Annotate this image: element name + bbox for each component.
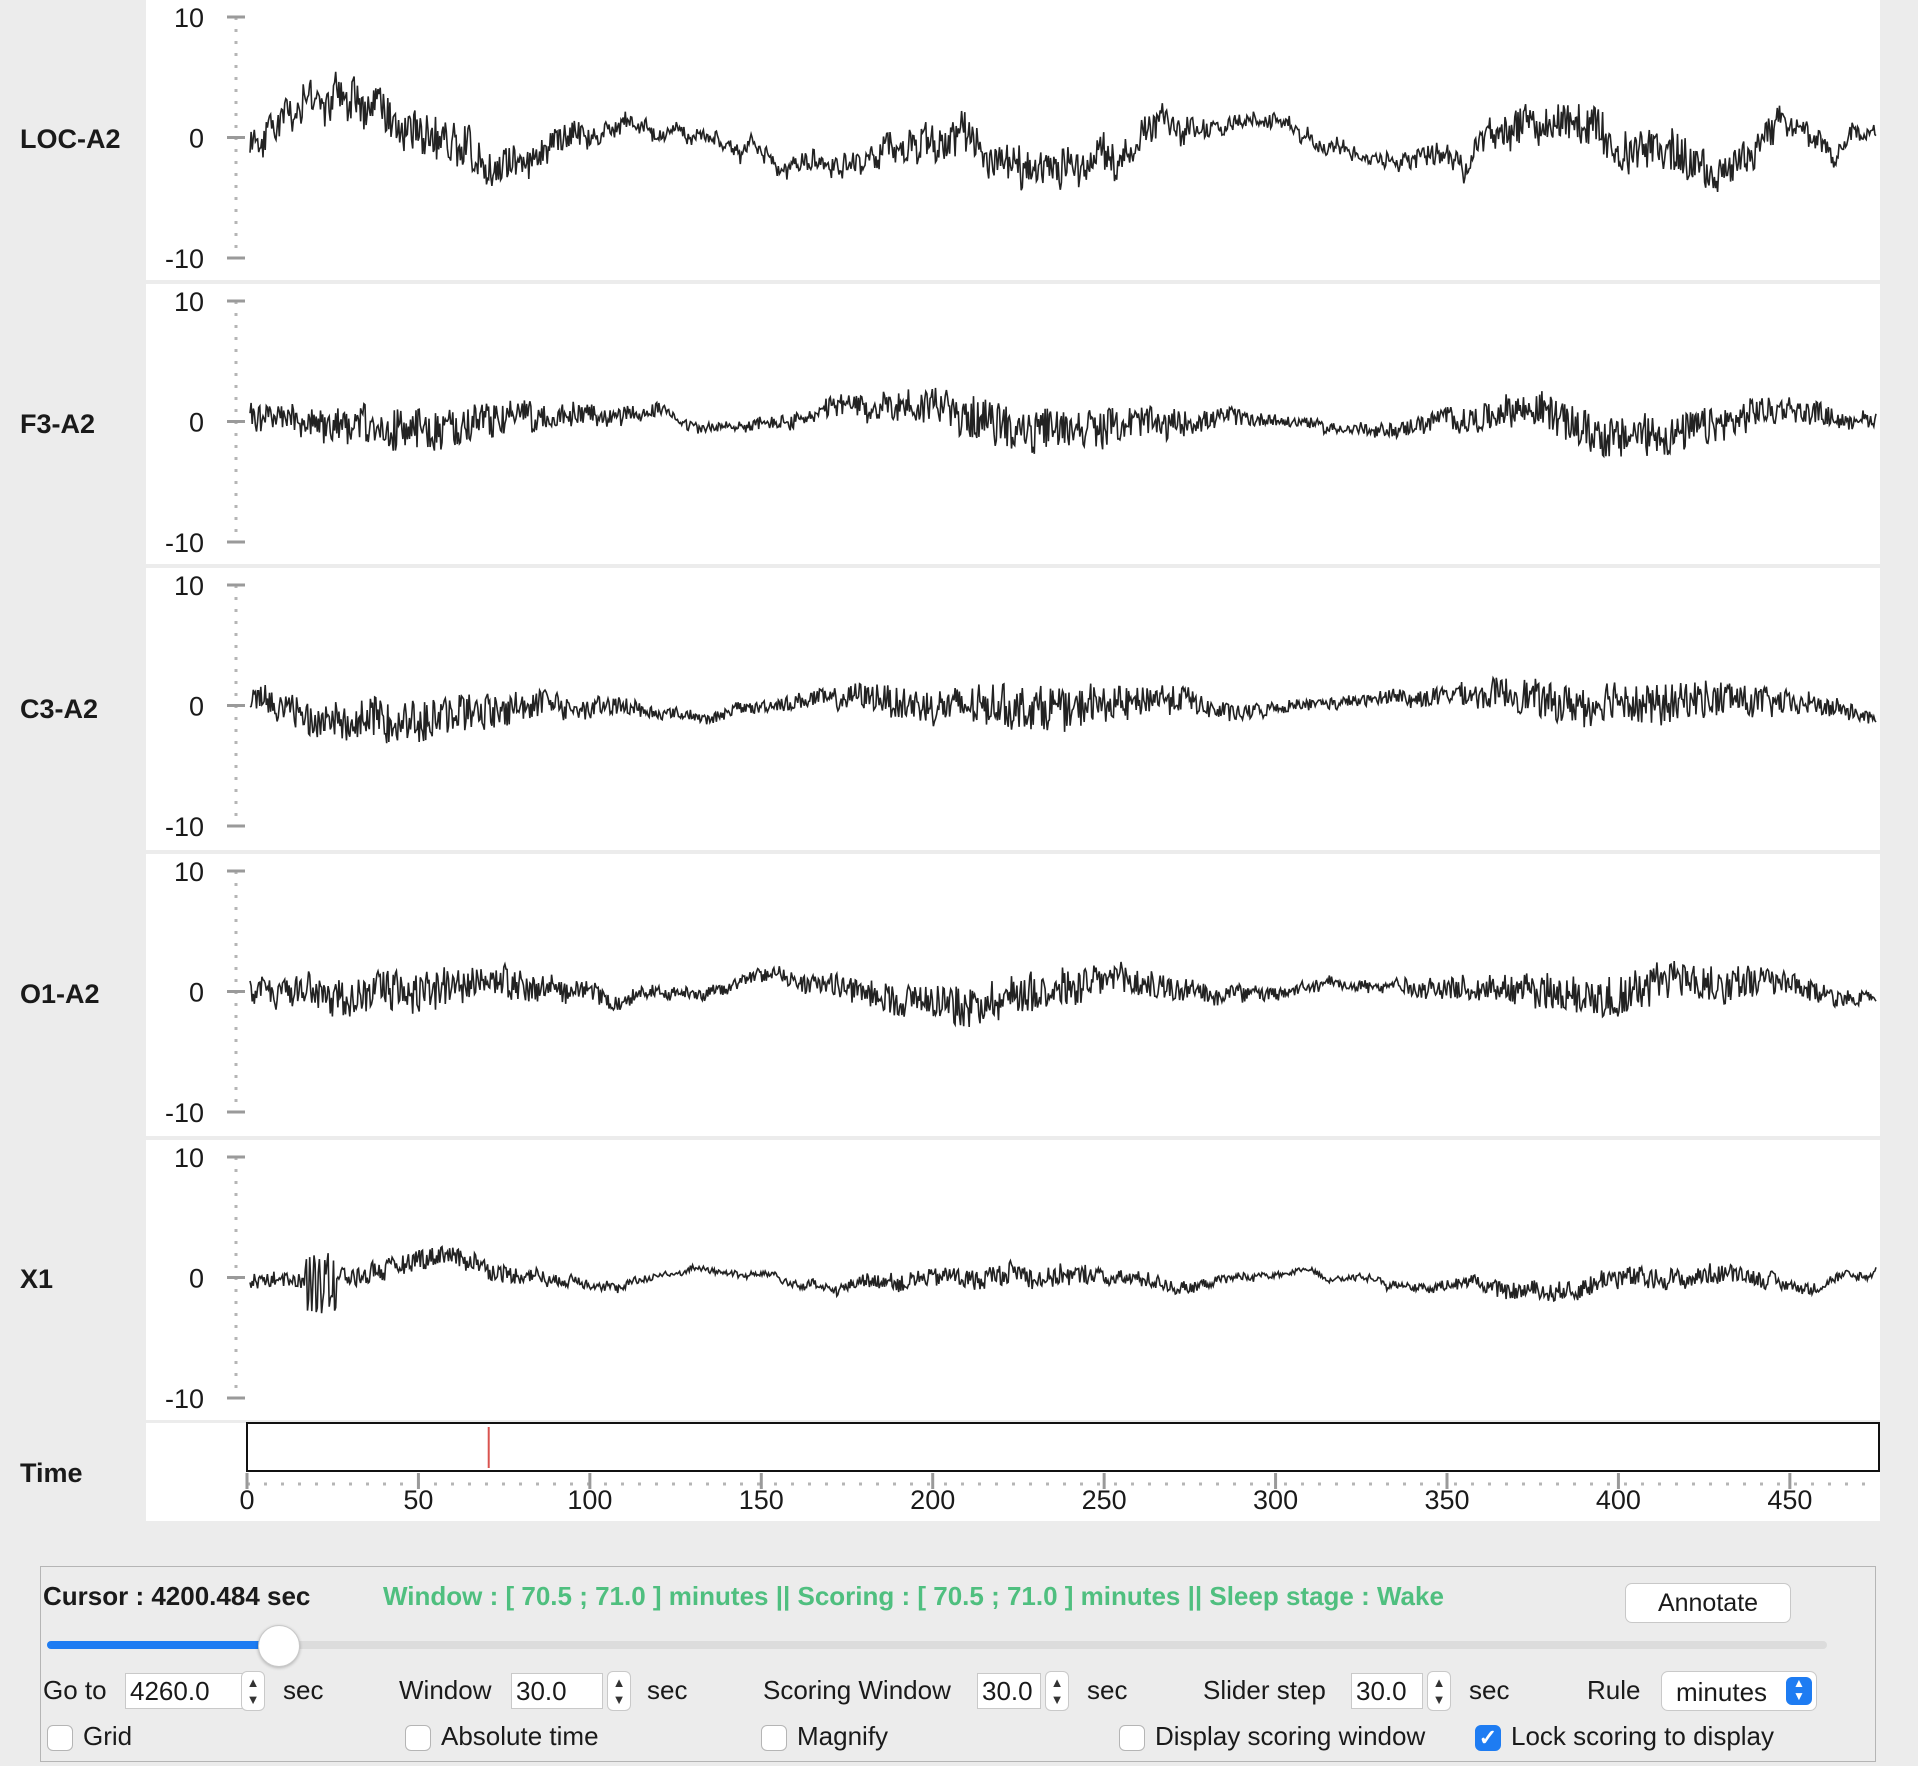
slider-step-label: Slider step bbox=[1203, 1675, 1326, 1705]
window-status: Window : [ 70.5 ; 71.0 ] minutes || Scor… bbox=[383, 1581, 1444, 1611]
x-tick-label: 100 bbox=[567, 1485, 612, 1515]
annotate-button[interactable]: Annotate bbox=[1625, 1583, 1791, 1623]
y-tick-label: -10 bbox=[165, 528, 204, 558]
y-tick-label: -10 bbox=[165, 812, 204, 842]
lock-scoring-checkbox-label: Lock scoring to display bbox=[1511, 1721, 1775, 1751]
display-scoring-window-checkbox-label: Display scoring window bbox=[1155, 1721, 1426, 1751]
x-tick-label: 350 bbox=[1424, 1485, 1469, 1515]
y-tick-label: 0 bbox=[189, 1264, 204, 1294]
cursor-readout: Cursor : 4200.484 sec bbox=[43, 1581, 311, 1611]
window-input[interactable] bbox=[511, 1673, 603, 1709]
slider-thumb[interactable] bbox=[258, 1625, 301, 1667]
window-label: Window bbox=[399, 1675, 492, 1705]
rule-label: Rule bbox=[1587, 1675, 1641, 1705]
signal-trace-o1-a2 bbox=[249, 961, 1877, 1028]
slider-step-input[interactable] bbox=[1351, 1673, 1423, 1709]
y-tick-label: -10 bbox=[165, 244, 204, 274]
signal-trace-x1 bbox=[249, 1245, 1877, 1314]
goto-unit: sec bbox=[283, 1675, 324, 1705]
channel-label-x1: X1 bbox=[20, 1264, 54, 1294]
channel-label-o1-a2: O1-A2 bbox=[20, 979, 100, 1009]
y-tick-label: 0 bbox=[189, 124, 204, 154]
x-tick-label: 450 bbox=[1767, 1485, 1812, 1515]
grid-checkbox[interactable] bbox=[47, 1725, 73, 1751]
x-tick-label: 50 bbox=[403, 1485, 433, 1515]
magnify-checkbox-label: Magnify bbox=[797, 1721, 889, 1751]
rule-select-value: minutes bbox=[1676, 1677, 1768, 1707]
rule-select[interactable]: minutes ▲ ▼ bbox=[1661, 1671, 1817, 1711]
slider-step-unit: sec bbox=[1469, 1675, 1510, 1705]
x-tick-label: 250 bbox=[1082, 1485, 1127, 1515]
x-tick-label: 0 bbox=[239, 1485, 254, 1515]
channel-label-c3-a2: C3-A2 bbox=[20, 694, 99, 724]
y-tick-label: 10 bbox=[174, 1143, 204, 1173]
grid-checkbox-label: Grid bbox=[83, 1721, 133, 1751]
select-arrows-icon: ▲ ▼ bbox=[1786, 1677, 1812, 1705]
y-tick-label: 10 bbox=[174, 571, 204, 601]
goto-label: Go to bbox=[43, 1675, 107, 1705]
control-panel: Cursor : 4200.484 sec Window : [ 70.5 ; … bbox=[40, 1566, 1876, 1762]
scoring-window-input[interactable] bbox=[977, 1673, 1041, 1709]
time-box bbox=[246, 1422, 1880, 1472]
x-tick-label: 400 bbox=[1596, 1485, 1641, 1515]
scoring-window-unit: sec bbox=[1087, 1675, 1128, 1705]
time-slider[interactable] bbox=[47, 1625, 1827, 1667]
y-tick-label: 10 bbox=[174, 287, 204, 317]
signal-trace-loc-a2 bbox=[249, 71, 1877, 192]
y-tick-label: 10 bbox=[174, 857, 204, 887]
slider-step-stepper[interactable]: ▲ ▼ bbox=[1427, 1671, 1451, 1711]
slider-fill bbox=[47, 1641, 279, 1649]
goto-stepper[interactable]: ▲ ▼ bbox=[241, 1671, 265, 1711]
time-label: Time bbox=[20, 1458, 83, 1488]
x-tick-label: 200 bbox=[910, 1485, 955, 1515]
channel-label-f3-a2: F3-A2 bbox=[20, 409, 96, 439]
scoring-window-label: Scoring Window bbox=[763, 1675, 951, 1705]
display-scoring-window-checkbox[interactable] bbox=[1119, 1725, 1145, 1751]
signal-trace-c3-a2 bbox=[249, 675, 1877, 744]
goto-input[interactable] bbox=[125, 1673, 243, 1709]
y-tick-label: 0 bbox=[189, 408, 204, 438]
signal-trace-f3-a2 bbox=[249, 387, 1877, 459]
absolute-time-checkbox-label: Absolute time bbox=[441, 1721, 599, 1751]
magnify-checkbox[interactable] bbox=[761, 1725, 787, 1751]
y-tick-label: -10 bbox=[165, 1098, 204, 1128]
window-stepper[interactable]: ▲ ▼ bbox=[607, 1671, 631, 1711]
y-tick-label: 0 bbox=[189, 978, 204, 1008]
channel-label-loc-a2: LOC-A2 bbox=[20, 124, 121, 154]
lock-scoring-checkbox[interactable]: ✓ bbox=[1475, 1725, 1501, 1751]
y-tick-label: 0 bbox=[189, 692, 204, 722]
scoring-window-stepper[interactable]: ▲ ▼ bbox=[1045, 1671, 1069, 1711]
x-tick-label: 150 bbox=[739, 1485, 784, 1515]
window-unit: sec bbox=[647, 1675, 688, 1705]
y-tick-label: 10 bbox=[174, 3, 204, 33]
x-tick-label: 300 bbox=[1253, 1485, 1298, 1515]
absolute-time-checkbox[interactable] bbox=[405, 1725, 431, 1751]
y-tick-label: -10 bbox=[165, 1384, 204, 1414]
